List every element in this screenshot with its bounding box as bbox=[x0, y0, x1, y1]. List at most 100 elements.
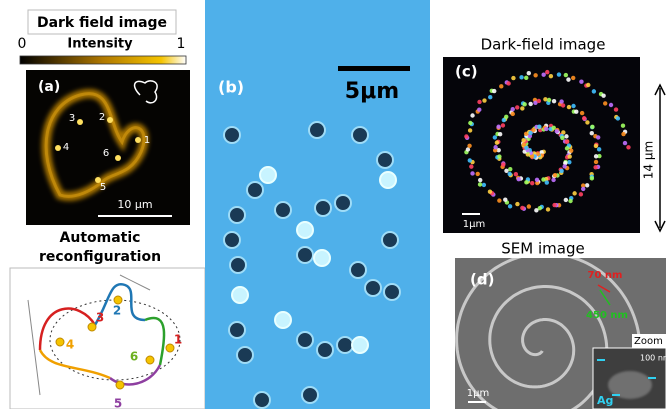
bead bbox=[297, 332, 313, 348]
bead bbox=[352, 127, 368, 143]
scatter-dot bbox=[541, 73, 545, 77]
width-label: 70 nm bbox=[588, 270, 623, 281]
bead bbox=[229, 322, 245, 338]
scatter-dot bbox=[533, 73, 537, 77]
scatter-dot bbox=[564, 73, 568, 77]
scatter-dot bbox=[478, 178, 482, 182]
particle-label: 1 bbox=[144, 135, 150, 146]
panel-title: SEM image bbox=[501, 240, 584, 258]
size-label: 14 μm bbox=[642, 141, 656, 179]
panel-title: Dark-field image bbox=[481, 36, 606, 54]
particle-label: 5 bbox=[100, 182, 106, 193]
particle bbox=[114, 296, 122, 304]
scatter-dot bbox=[590, 131, 594, 135]
bead bbox=[297, 222, 313, 238]
scatter-dot bbox=[593, 165, 597, 169]
bead bbox=[247, 182, 263, 198]
scatter-dot bbox=[545, 70, 549, 74]
scatter-dot bbox=[477, 108, 481, 112]
pitch-label: 450 nm bbox=[586, 310, 628, 321]
scale-bar bbox=[338, 66, 410, 71]
scatter-dot bbox=[568, 199, 572, 203]
scatter-dot bbox=[566, 77, 570, 81]
scatter-dot bbox=[560, 136, 564, 140]
scatter-dot bbox=[585, 183, 589, 187]
scatter-dot bbox=[603, 101, 607, 105]
particle-label: 6 bbox=[103, 148, 109, 159]
particle bbox=[77, 119, 83, 125]
scatter-dot bbox=[594, 144, 598, 148]
panel-label: (c) bbox=[455, 63, 478, 81]
scatter-dot bbox=[597, 147, 601, 151]
bead bbox=[224, 232, 240, 248]
scatter-dot bbox=[614, 107, 618, 111]
scatter-dot bbox=[492, 89, 496, 93]
scatter-dot bbox=[497, 154, 501, 158]
scatter-dot bbox=[493, 145, 497, 149]
particle bbox=[55, 145, 61, 151]
scatter-dot bbox=[590, 176, 594, 180]
scatter-dot bbox=[565, 146, 569, 150]
point-label: 2 bbox=[113, 304, 121, 318]
scatter-dot bbox=[501, 123, 505, 127]
scatter-dot bbox=[594, 154, 598, 158]
scatter-dot bbox=[482, 98, 486, 102]
scatter-dot bbox=[468, 121, 472, 125]
scatter-dot bbox=[511, 76, 515, 80]
bead bbox=[314, 250, 330, 266]
scatter-dot bbox=[571, 76, 575, 80]
point-label: 5 bbox=[114, 397, 122, 409]
scatter-dot bbox=[498, 132, 502, 136]
scatter-dot bbox=[470, 113, 474, 117]
scatter-dot bbox=[464, 134, 468, 138]
scatter-dot bbox=[569, 148, 573, 152]
panel-b bbox=[205, 0, 430, 409]
scatter-dot bbox=[508, 204, 512, 208]
bead bbox=[275, 312, 291, 328]
scatter-dot bbox=[537, 99, 541, 103]
particle bbox=[166, 344, 174, 352]
scatter-dot bbox=[547, 98, 551, 102]
scatter-dot bbox=[511, 107, 515, 111]
scatter-dot bbox=[482, 183, 486, 187]
scatter-dot bbox=[551, 178, 555, 182]
point-label: 3 bbox=[96, 311, 104, 325]
scatter-dot bbox=[596, 135, 600, 139]
scatter-dot bbox=[504, 115, 508, 119]
panel-label: (b) bbox=[218, 78, 244, 97]
scatter-dot bbox=[541, 177, 545, 181]
scatter-dot bbox=[534, 208, 538, 212]
scatter-dot bbox=[511, 112, 515, 116]
scatter-dot bbox=[621, 124, 625, 128]
scatter-dot bbox=[528, 102, 532, 106]
scatter-dot bbox=[559, 169, 563, 173]
scatter-dot bbox=[546, 207, 550, 211]
bead bbox=[297, 247, 313, 263]
scatter-dot bbox=[553, 173, 557, 177]
scatter-dot bbox=[564, 134, 568, 138]
bead bbox=[232, 287, 248, 303]
particle-label: 4 bbox=[63, 142, 69, 153]
scatter-dot bbox=[564, 198, 568, 202]
scatter-dot bbox=[506, 81, 510, 85]
bead bbox=[237, 347, 253, 363]
scatter-dot bbox=[468, 128, 472, 132]
scatter-dot bbox=[626, 145, 630, 149]
scatter-dot bbox=[524, 76, 528, 80]
scatter-dot bbox=[470, 171, 474, 175]
scatter-dot bbox=[552, 99, 556, 103]
scatter-dot bbox=[561, 103, 565, 107]
particle bbox=[146, 356, 154, 364]
bead bbox=[230, 257, 246, 273]
scatter-dot bbox=[623, 141, 627, 145]
bead bbox=[315, 200, 331, 216]
bead bbox=[229, 207, 245, 223]
colorbar bbox=[20, 56, 186, 64]
particle bbox=[116, 381, 124, 389]
bead bbox=[317, 342, 333, 358]
scatter-dot bbox=[515, 105, 519, 109]
particle-label: 3 bbox=[69, 113, 75, 124]
particle bbox=[107, 117, 113, 123]
scatter-dot bbox=[557, 72, 561, 76]
